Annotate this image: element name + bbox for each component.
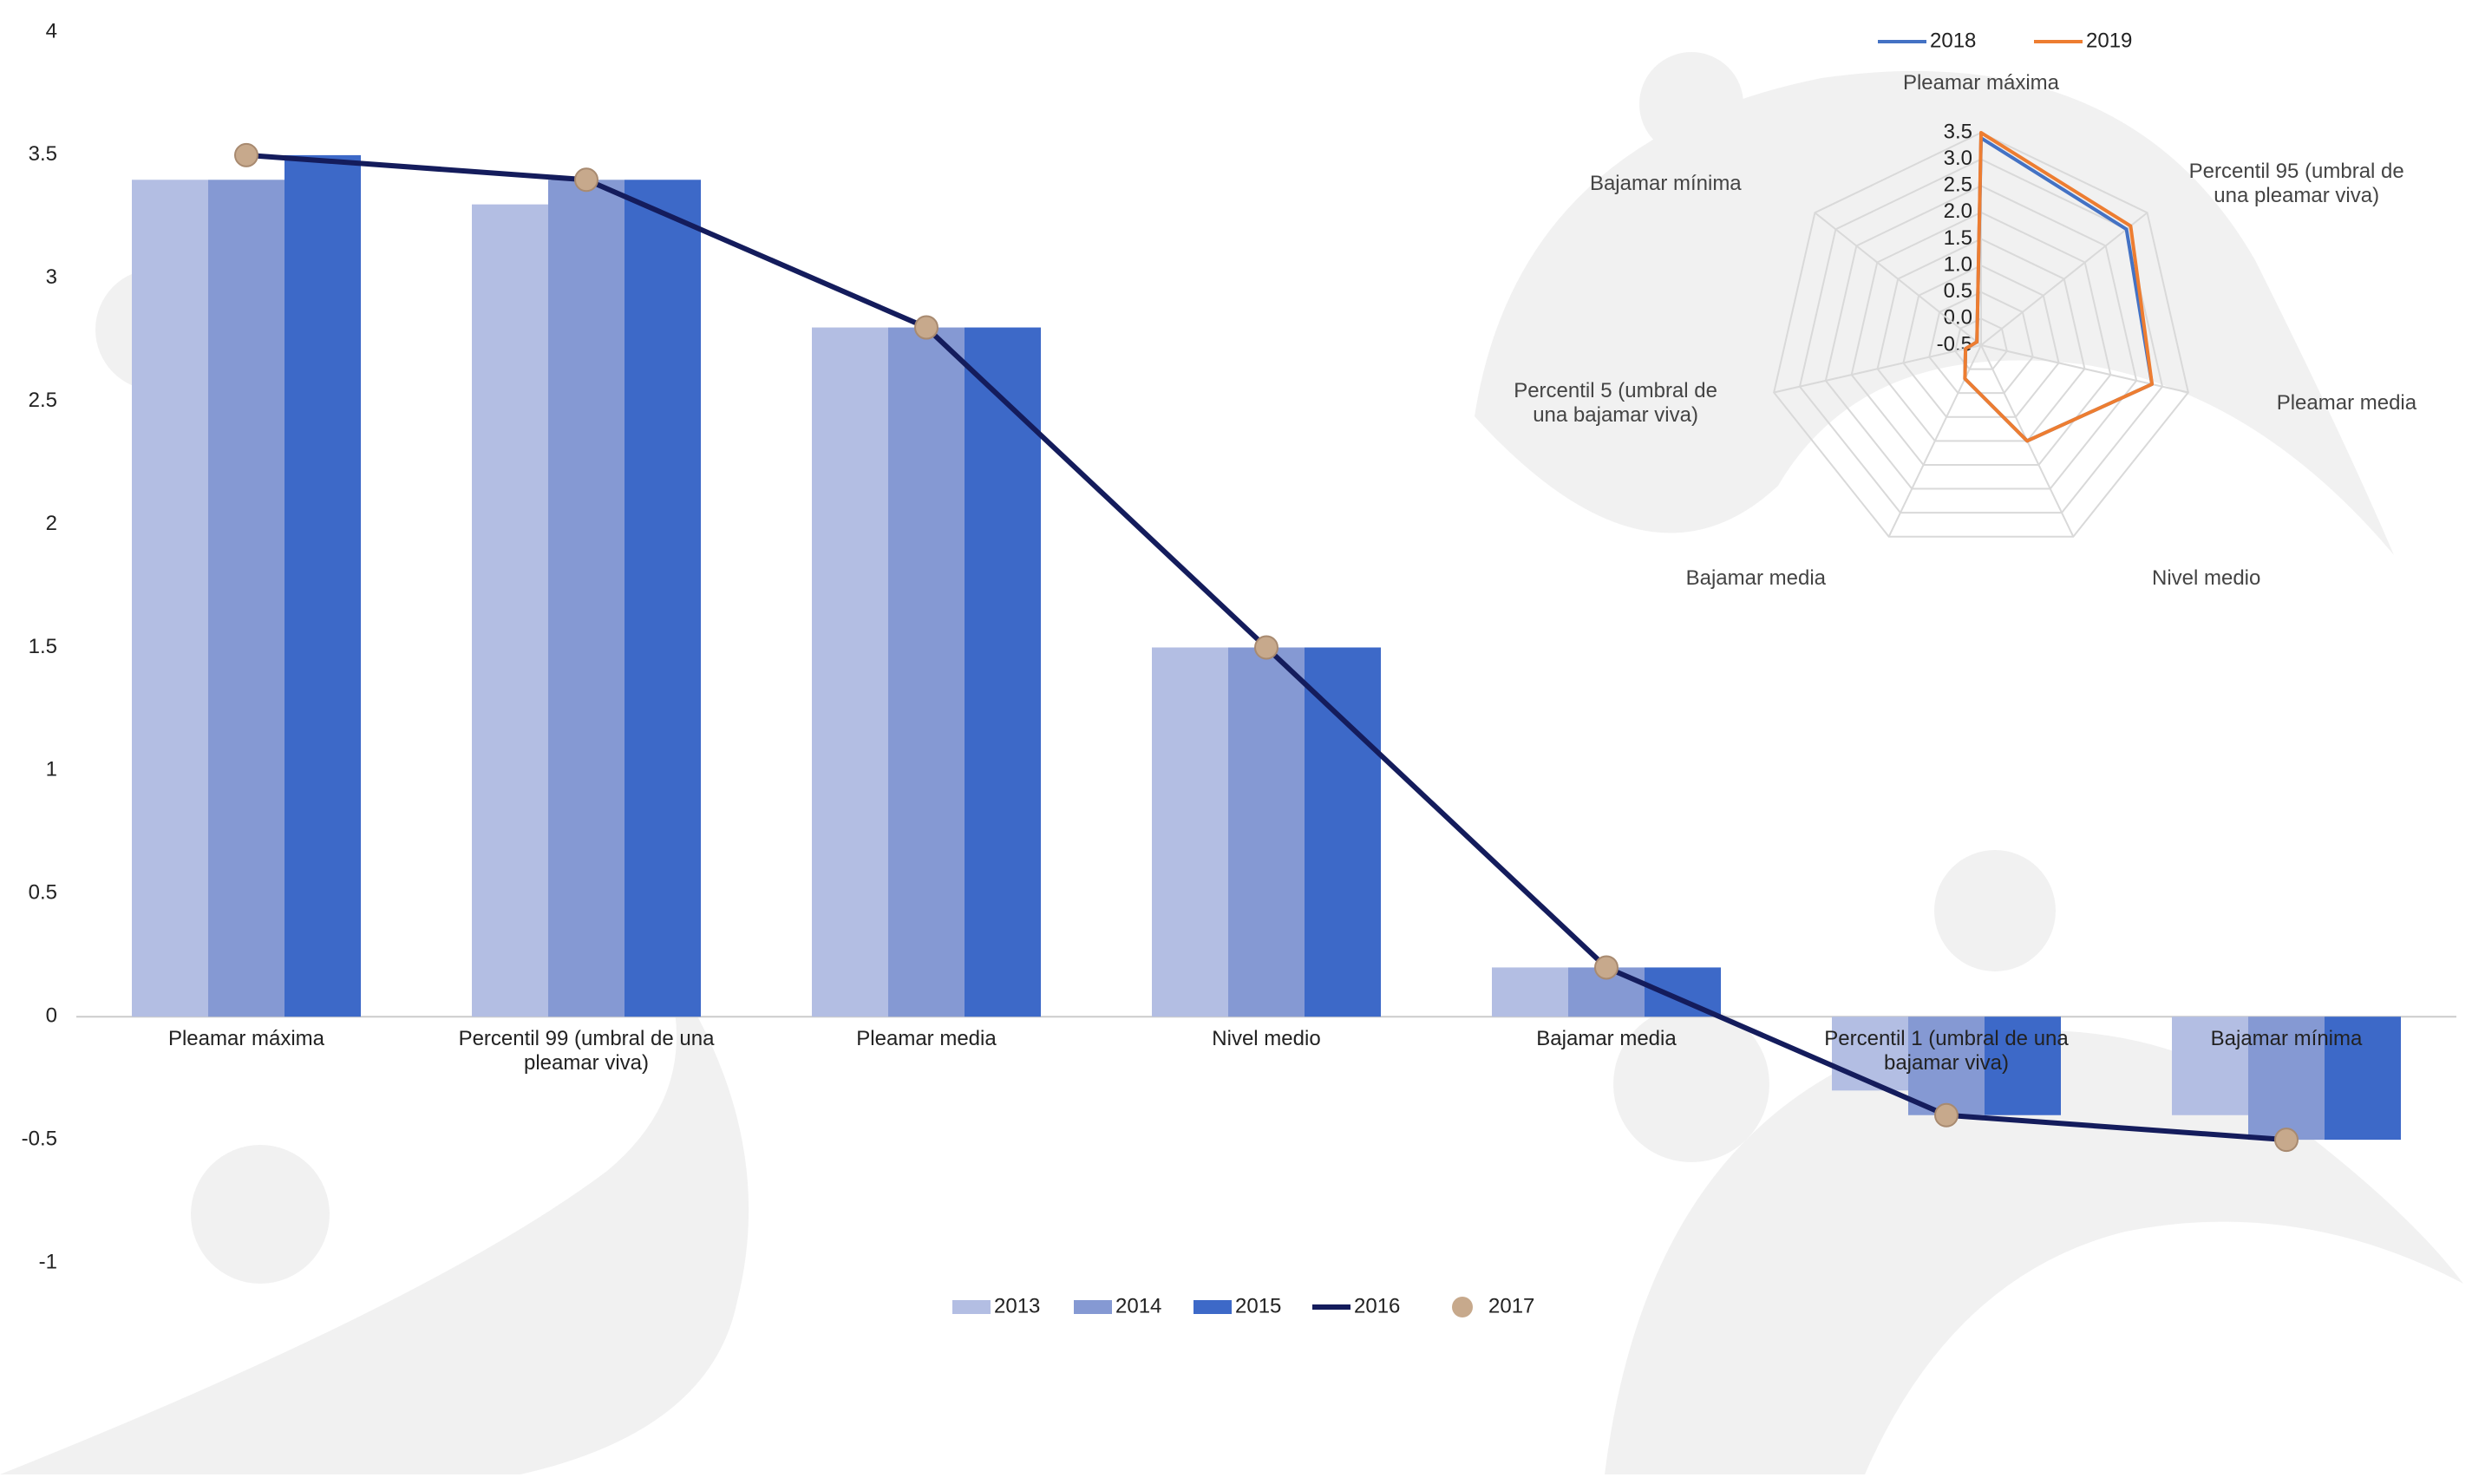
y-tick-label: 0.5 bbox=[29, 881, 57, 905]
y-tick-label: 3 bbox=[46, 265, 57, 289]
bar bbox=[2325, 1017, 2401, 1141]
radar-category-label: Percentil 5 (umbral de una bajamar viva) bbox=[1514, 378, 1717, 427]
r-tick-label: 0.5 bbox=[1944, 279, 1972, 303]
r-tick-label: 3.5 bbox=[1944, 120, 1972, 143]
grid-ring bbox=[1773, 131, 2189, 538]
bar bbox=[1492, 967, 1568, 1017]
y-tick-label: 2 bbox=[46, 512, 57, 535]
y-tick-label: 2.5 bbox=[29, 389, 57, 412]
bar bbox=[2172, 1017, 2248, 1115]
marker bbox=[2274, 1128, 2299, 1153]
spoke bbox=[1814, 212, 1982, 346]
radar-category-label: Percentil 95 (umbral de una pleamar viva… bbox=[2188, 159, 2404, 207]
r-tick-label: 0.0 bbox=[1944, 306, 1972, 330]
marker bbox=[1254, 635, 1279, 660]
legend-label: 2013 bbox=[994, 1294, 1040, 1317]
y-tick-label: 4 bbox=[46, 19, 57, 42]
radar-category-label: Bajamar media bbox=[1685, 566, 1826, 591]
bar bbox=[1305, 647, 1381, 1017]
legend-swatch bbox=[1074, 1300, 1112, 1314]
radar-line bbox=[1963, 131, 2155, 443]
r-tick-label: 1.5 bbox=[1944, 226, 1972, 250]
legend-label: 2016 bbox=[1354, 1294, 1400, 1317]
grid-ring bbox=[1876, 238, 2086, 442]
bar bbox=[625, 180, 701, 1017]
bar bbox=[132, 180, 208, 1017]
y-tick-label: -0.5 bbox=[22, 1127, 57, 1150]
legend-label: 2015 bbox=[1235, 1294, 1281, 1317]
x-tick-label: Pleamar media bbox=[856, 1027, 997, 1051]
radar-category-label: Bajamar mínima bbox=[1589, 171, 1742, 195]
marker bbox=[234, 142, 258, 167]
background bbox=[0, 52, 2463, 1474]
y-tick-label: 3.5 bbox=[29, 142, 57, 166]
radar-category-label: Nivel medio bbox=[2151, 566, 2261, 591]
y-tick-label: 0 bbox=[46, 1004, 57, 1028]
bar bbox=[1228, 647, 1305, 1017]
marker bbox=[1934, 1102, 1959, 1128]
bar bbox=[1908, 1017, 1985, 1115]
grid-ring bbox=[1824, 185, 2138, 490]
radar-category-label: Pleamar máxima bbox=[1902, 71, 2060, 95]
spoke bbox=[1980, 344, 2189, 394]
bar bbox=[965, 327, 1041, 1017]
bar bbox=[472, 204, 548, 1017]
x-tick-label: Percentil 1 (umbral de una bajamar viva) bbox=[1824, 1027, 2069, 1075]
y-tick-label: 1 bbox=[46, 758, 57, 781]
r-tick-label: 3.0 bbox=[1944, 147, 1972, 170]
legend-swatch bbox=[1193, 1300, 1232, 1314]
bar bbox=[548, 180, 625, 1017]
legend-swatch bbox=[952, 1300, 991, 1314]
x-tick-label: Nivel medio bbox=[1212, 1027, 1321, 1051]
x-tick-label: Bajamar media bbox=[1536, 1027, 1677, 1051]
r-tick-label: 2.5 bbox=[1944, 173, 1972, 197]
bar bbox=[208, 180, 284, 1017]
x-tick-label: Pleamar máxima bbox=[167, 1027, 325, 1051]
legend-swatch bbox=[1452, 1297, 1473, 1317]
bar bbox=[888, 327, 965, 1017]
legend-label: 2019 bbox=[2086, 29, 2132, 52]
bar bbox=[2248, 1017, 2325, 1141]
bar bbox=[1832, 1017, 1908, 1091]
bar bbox=[284, 154, 361, 1017]
grid-ring bbox=[1902, 265, 2060, 418]
y-tick-label: 1.5 bbox=[29, 635, 57, 658]
r-tick-label: 1.0 bbox=[1944, 252, 1972, 276]
marker bbox=[574, 167, 598, 193]
x-tick-label: Bajamar mínima bbox=[2210, 1027, 2363, 1051]
bar bbox=[812, 327, 888, 1017]
marker bbox=[914, 315, 938, 340]
grid-ring bbox=[1850, 211, 2112, 466]
legend-label: 2017 bbox=[1488, 1294, 1534, 1317]
r-tick-label: 2.0 bbox=[1944, 199, 1972, 223]
bar bbox=[1645, 967, 1721, 1017]
x-tick-label: Percentil 99 (umbral de una pleamar viva… bbox=[458, 1027, 715, 1075]
grid-ring bbox=[1954, 317, 2008, 370]
marker bbox=[1594, 955, 1619, 980]
spoke bbox=[1773, 344, 1982, 394]
radar-category-label: Pleamar media bbox=[2276, 390, 2417, 415]
bar bbox=[1152, 647, 1228, 1017]
y-tick-label: -1 bbox=[39, 1250, 57, 1273]
legend-label: 2014 bbox=[1115, 1294, 1161, 1317]
spoke bbox=[1980, 212, 2148, 346]
bar bbox=[1985, 1017, 2061, 1115]
legend-label: 2018 bbox=[1930, 29, 1976, 52]
